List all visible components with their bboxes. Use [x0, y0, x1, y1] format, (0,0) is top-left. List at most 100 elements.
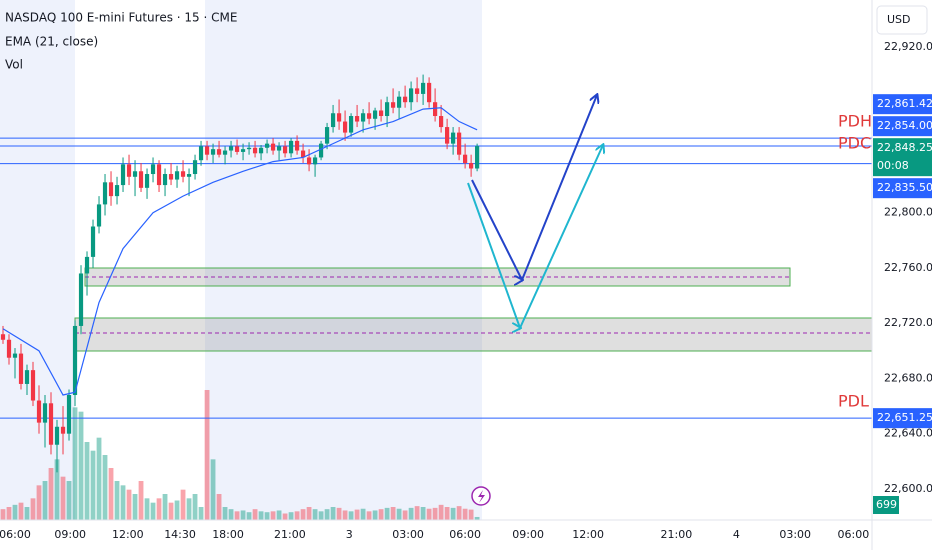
- level-name: PDL: [838, 392, 869, 411]
- x-tick-label: 3: [346, 528, 353, 541]
- indicator-label[interactable]: Vol: [5, 58, 23, 72]
- volume-bar: [204, 390, 210, 520]
- volume-bar: [114, 481, 120, 520]
- candle-body: [42, 403, 48, 423]
- candle-body: [414, 88, 420, 94]
- candle-body: [270, 143, 276, 151]
- volume-bar: [468, 509, 474, 520]
- indicator-label[interactable]: EMA (21, close): [5, 35, 98, 49]
- volume-bar: [408, 507, 414, 520]
- volume-bar: [270, 511, 276, 520]
- volume-bar: [372, 510, 378, 520]
- candle-body: [36, 400, 42, 423]
- candle-body: [318, 143, 324, 158]
- candle-body: [234, 146, 240, 152]
- volume-bar: [294, 511, 300, 520]
- volume-bar: [252, 509, 258, 520]
- volume-bar: [210, 459, 216, 520]
- candle-body: [288, 140, 294, 154]
- price-label: 22,854.00: [877, 119, 932, 132]
- volume-bar: [18, 502, 24, 520]
- volume-bar: [84, 442, 90, 520]
- candle-body: [457, 132, 462, 155]
- candle-body: [348, 116, 354, 133]
- candle-body: [228, 146, 234, 151]
- candle-body: [162, 174, 168, 186]
- candle-body: [372, 110, 378, 119]
- y-tick-label: 22,680.00: [884, 371, 932, 384]
- volume-label: 699: [876, 498, 897, 511]
- candle-body: [126, 164, 132, 177]
- y-tick-label: 22,800.00: [884, 206, 932, 219]
- candle-body: [384, 102, 390, 117]
- candle-body: [60, 426, 66, 434]
- candle-body: [312, 157, 318, 165]
- candle-body: [336, 113, 342, 122]
- candle-body: [240, 149, 246, 152]
- volume-bar: [318, 511, 324, 520]
- volume-bar: [456, 506, 462, 520]
- volume-bar: [228, 509, 234, 520]
- volume-bar: [462, 508, 468, 520]
- volume-bar: [192, 494, 198, 520]
- volume-bar: [450, 507, 456, 520]
- volume-bar: [150, 502, 156, 520]
- currency-label: USD: [887, 13, 911, 26]
- x-tick-label: 03:00: [779, 528, 811, 541]
- volume-bar: [0, 509, 6, 520]
- volume-bar: [384, 507, 390, 520]
- volume-bar: [198, 507, 204, 520]
- volume-bar: [60, 476, 66, 520]
- session-bg: [205, 0, 482, 520]
- volume-bar: [360, 508, 366, 520]
- volume-bar: [174, 500, 180, 520]
- candle-body: [378, 110, 384, 117]
- volume-bar: [90, 450, 96, 520]
- volume-bar: [354, 509, 360, 520]
- candle-body: [72, 325, 78, 396]
- candle-body: [264, 143, 270, 148]
- candle-body: [66, 395, 72, 434]
- candle-body: [90, 226, 96, 257]
- x-tick-label: 14:30: [164, 528, 196, 541]
- candle-body: [222, 150, 228, 155]
- level-name: PDC: [838, 134, 871, 153]
- volume-bar: [6, 507, 12, 520]
- candle-body: [132, 171, 138, 177]
- volume-bar: [300, 509, 306, 520]
- chart-title: NASDAQ 100 E-mini Futures · 15 · CME: [5, 11, 237, 25]
- session-bg: [0, 0, 75, 520]
- volume-bar: [240, 510, 246, 520]
- candle-body: [432, 102, 438, 117]
- candle-body: [300, 150, 306, 158]
- levels-layer: [0, 137, 872, 419]
- candle-body: [120, 164, 126, 186]
- candle-body: [24, 370, 30, 384]
- candle-body: [354, 116, 360, 122]
- price-label-bg: [873, 408, 932, 429]
- volume-label-bg: [873, 496, 899, 514]
- volume-bar: [432, 507, 438, 520]
- volume-bar: [474, 516, 480, 520]
- volume-layer: [0, 390, 480, 520]
- x-tick-label: 21:00: [661, 528, 693, 541]
- candles-layer: [0, 74, 480, 473]
- y-tick-label: 22,600.00: [884, 482, 932, 495]
- x-tick-label: 21:00: [274, 528, 306, 541]
- volume-bar: [426, 508, 432, 520]
- candle-body: [6, 339, 12, 358]
- y-tick-label: 22,760.00: [884, 261, 932, 274]
- volume-bar: [36, 485, 42, 520]
- volume-bar: [264, 512, 270, 520]
- volume-bar: [234, 511, 240, 520]
- volume-bar: [306, 507, 312, 520]
- volume-bar: [402, 510, 408, 520]
- candle-body: [463, 154, 468, 163]
- candle-body: [451, 132, 456, 144]
- candle-body: [294, 140, 300, 151]
- volume-bar: [282, 513, 288, 520]
- x-tick-label: 09:00: [54, 528, 86, 541]
- currency-button[interactable]: [876, 5, 928, 35]
- candle-body: [276, 146, 282, 151]
